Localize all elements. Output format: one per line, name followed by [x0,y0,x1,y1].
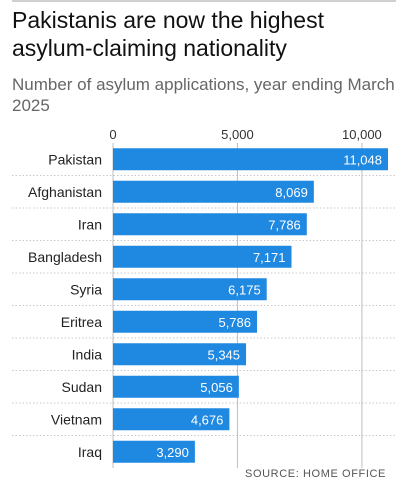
bar-iran [113,213,307,236]
category-label: Afghanistan [28,184,102,200]
bar-sudan [113,375,239,398]
bar-eritrea [113,310,258,333]
x-tick-label: 10,000 [342,127,382,142]
category-label: India [72,346,103,362]
x-tick-label: 5,000 [221,127,254,142]
category-label: Syria [70,281,102,297]
category-label: Iran [78,216,102,232]
bar-syria [113,278,267,301]
x-tick-label: 0 [109,127,116,142]
top-rule [12,0,396,2]
value-label: 7,171 [253,250,286,265]
source-note: SOURCE: HOME OFFICE [245,468,386,480]
value-label: 7,786 [268,217,301,232]
bar-vietnam [113,408,230,431]
value-label: 8,069 [275,185,308,200]
value-label: 11,048 [343,152,382,167]
category-label: Iraq [78,444,102,460]
category-label: Bangladesh [28,249,102,265]
value-label: 5,786 [218,315,251,330]
chart-subtitle: Number of asylum applications, year endi… [12,75,395,115]
value-label: 3,290 [156,445,189,460]
category-label: Vietnam [51,411,102,427]
bar-iraq [113,440,195,463]
category-label: Sudan [62,379,102,395]
bar-bangladesh [113,245,292,268]
value-label: 5,345 [207,347,240,362]
bar-afghanistan [113,180,314,203]
value-label: 6,175 [228,282,261,297]
category-label: Eritrea [61,314,102,330]
bar-india [113,343,247,366]
category-label: Pakistan [48,151,102,167]
chart-title: Pakistanis are now the highest asylum-cl… [12,7,324,61]
bar-pakistan [113,148,388,171]
value-label: 4,676 [191,412,224,427]
value-label: 5,056 [200,380,233,395]
